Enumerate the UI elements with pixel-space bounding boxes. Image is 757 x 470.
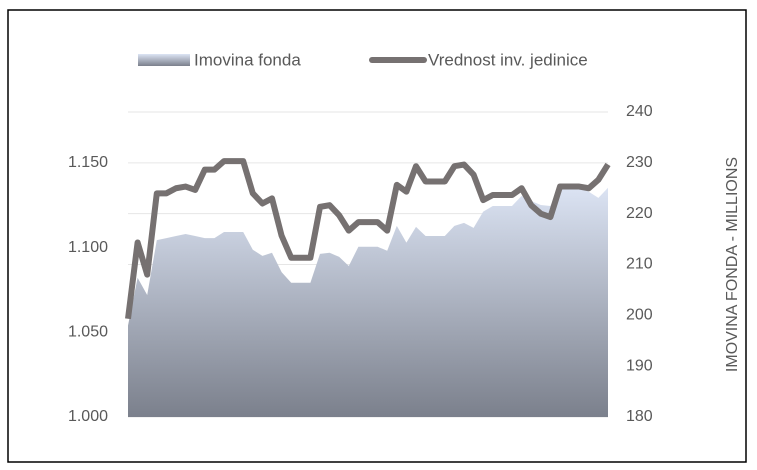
legend-label: Vrednost inv. jedinice [428,50,588,69]
legend-swatch [138,54,190,66]
y2-tick-label: 240 [626,103,653,120]
y2-tick-label: 220 [626,205,653,222]
line [125,158,611,320]
y2-tick-label: 180 [626,408,653,425]
y2-axis-title: IMOVINA FONDA - MILLIONS [724,157,741,372]
y2-tick-label: 210 [626,256,653,273]
y2-tick-label: 200 [626,307,653,324]
y-tick-label: 1.100 [68,239,108,256]
y-tick-label: 1.150 [68,154,108,171]
y-tick-label: 1.050 [68,323,108,340]
y2-tick-label: 230 [626,154,653,171]
legend-label: Imovina fonda [194,50,301,69]
y-tick-label: 1.000 [68,408,108,425]
area [128,185,608,417]
y2-tick-label: 190 [626,357,653,374]
